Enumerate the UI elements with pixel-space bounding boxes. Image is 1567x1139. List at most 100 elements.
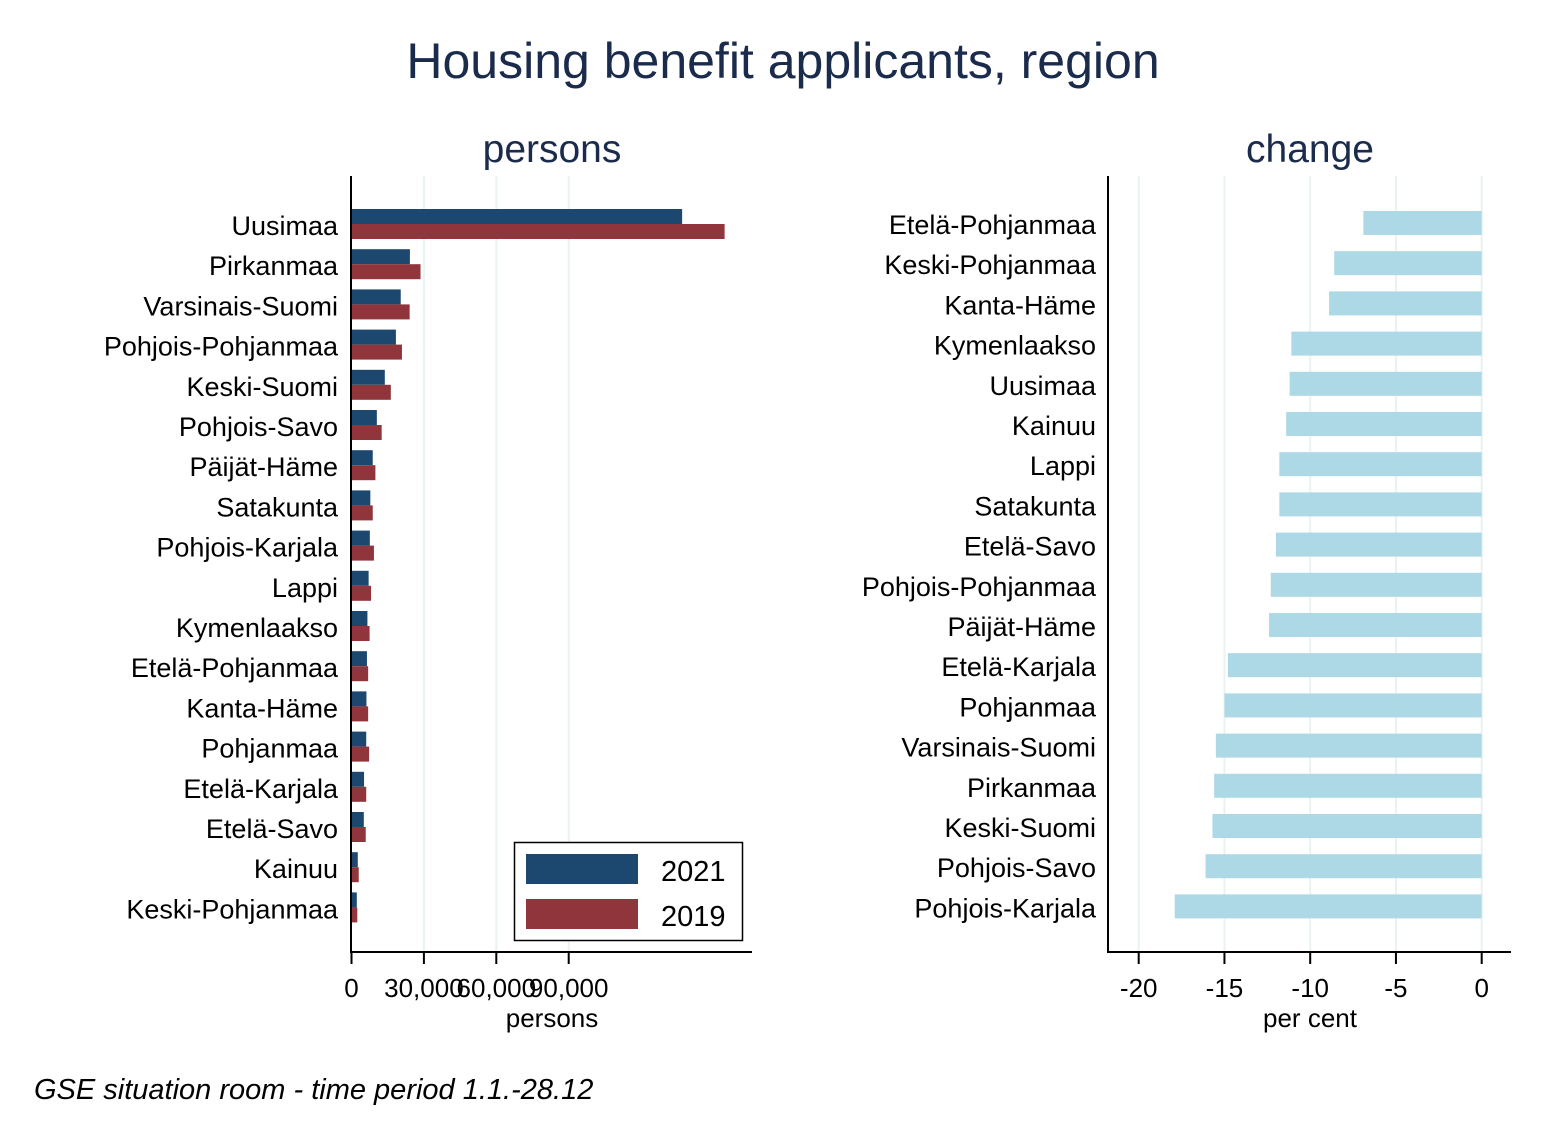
persons-category-label: Uusimaa xyxy=(231,211,339,241)
persons-category-label: Pohjois-Savo xyxy=(179,412,338,442)
persons-category-label: Kainuu xyxy=(254,854,338,884)
persons-bar-2019 xyxy=(351,465,376,481)
persons-panel-title: persons xyxy=(483,128,622,171)
change-x-tick-label: -15 xyxy=(1206,973,1244,1003)
change-category-label: Varsinais-Suomi xyxy=(901,733,1096,763)
change-category-label: Satakunta xyxy=(974,491,1097,521)
persons-x-axis-label: persons xyxy=(506,1003,599,1033)
change-bar xyxy=(1270,572,1482,597)
change-category-label: Etelä-Karjala xyxy=(941,652,1097,682)
persons-bar-2019 xyxy=(351,264,421,280)
change-bar xyxy=(1279,492,1482,517)
persons-category-label: Keski-Pohjanmaa xyxy=(126,894,339,924)
change-bars xyxy=(1174,211,1482,919)
persons-bar-2021 xyxy=(351,570,369,586)
change-category-label: Pohjanmaa xyxy=(959,692,1097,722)
persons-category-label: Pohjanmaa xyxy=(201,734,339,764)
persons-category-labels: Uusimaa Pirkanmaa Varsinais-Suomi Pohjois-P… xyxy=(104,211,339,924)
change-category-label: Pohjois-Savo xyxy=(937,853,1096,883)
persons-x-tick-label: 90,000 xyxy=(529,973,609,1003)
change-bar xyxy=(1212,814,1482,838)
change-bar xyxy=(1215,733,1482,758)
change-category-label: Kainuu xyxy=(1012,411,1096,441)
change-bar xyxy=(1289,371,1482,396)
persons-x-tick-label: 30,000 xyxy=(384,973,464,1003)
change-bar xyxy=(1214,773,1482,798)
change-bar xyxy=(1227,653,1482,678)
change-category-label: Uusimaa xyxy=(989,371,1097,401)
change-x-tick-label: 0 xyxy=(1474,973,1488,1003)
change-bar xyxy=(1275,532,1482,557)
change-category-label: Kanta-Häme xyxy=(944,290,1096,320)
legend-swatch-2019 xyxy=(526,899,638,929)
change-bar xyxy=(1224,693,1482,718)
persons-category-label: Lappi xyxy=(272,573,338,603)
persons-bar-2019 xyxy=(351,666,369,682)
persons-category-label: Keski-Suomi xyxy=(186,372,338,402)
change-category-label: Etelä-Savo xyxy=(964,532,1096,562)
persons-bar-2021 xyxy=(351,812,364,827)
change-bar xyxy=(1279,452,1482,477)
persons-bar-2019 xyxy=(351,304,410,320)
persons-bar-2019 xyxy=(351,907,358,923)
change-bar xyxy=(1286,412,1482,436)
persons-bar-2021 xyxy=(351,892,357,908)
persons-bar-2019 xyxy=(351,425,382,440)
change-bar xyxy=(1291,331,1482,356)
change-bar xyxy=(1269,613,1482,637)
persons-bar-2021 xyxy=(351,651,367,667)
persons-category-label: Kanta-Häme xyxy=(186,693,338,723)
persons-bar-2021 xyxy=(351,369,385,385)
persons-bar-2019 xyxy=(351,827,366,842)
persons-category-label: Pohjois-Pohjanmaa xyxy=(104,332,339,362)
legend: 2021 2019 xyxy=(513,841,744,942)
persons-x-tick-label: 0 xyxy=(344,973,358,1003)
change-x-ticks: -20 -15 -10 -5 0 xyxy=(1120,952,1489,1003)
persons-bar-2019 xyxy=(351,626,370,641)
chart-title: Housing benefit applicants, region xyxy=(406,33,1159,89)
change-x-tick-label: -20 xyxy=(1120,973,1158,1003)
persons-bar-2019 xyxy=(351,786,367,802)
change-category-label: Keski-Suomi xyxy=(944,813,1096,843)
persons-category-label: Satakunta xyxy=(216,492,339,522)
change-bar xyxy=(1205,854,1482,879)
legend-label-2019: 2019 xyxy=(661,901,726,933)
change-category-label: Etelä-Pohjanmaa xyxy=(889,210,1097,240)
persons-bar-2019 xyxy=(351,545,374,561)
legend-label-2021: 2021 xyxy=(661,856,726,888)
source-note: GSE situation room - time period 1.1.-28… xyxy=(34,1074,593,1106)
change-category-label: Lappi xyxy=(1030,451,1096,481)
persons-bar-2021 xyxy=(351,771,365,787)
persons-bar-2021 xyxy=(351,852,358,868)
change-x-tick-label: -5 xyxy=(1384,973,1407,1003)
persons-bar-2019 xyxy=(351,384,391,400)
persons-bar-2019 xyxy=(351,344,402,360)
change-bar xyxy=(1363,211,1482,235)
persons-bar-2021 xyxy=(351,691,367,707)
persons-bar-2019 xyxy=(351,867,359,883)
persons-bar-2021 xyxy=(351,450,373,466)
persons-gridlines xyxy=(422,176,570,951)
persons-bar-2021 xyxy=(351,731,367,747)
persons-bar-2021 xyxy=(351,209,683,224)
change-category-label: Pirkanmaa xyxy=(967,773,1097,803)
change-panel-title: change xyxy=(1246,128,1374,171)
persons-bar-2021 xyxy=(351,329,396,345)
persons-panel: persons Uusimaa Pirkanmaa Varsinais-Suomi P… xyxy=(104,128,752,1033)
persons-x-tick-label: 60,000 xyxy=(457,973,537,1003)
persons-category-label: Kymenlaakso xyxy=(176,613,338,643)
change-x-axis-label: per cent xyxy=(1263,1003,1358,1033)
persons-category-label: Etelä-Savo xyxy=(206,814,338,844)
persons-bar-2019 xyxy=(351,224,725,239)
persons-bar-2019 xyxy=(351,706,369,722)
persons-category-label: Etelä-Karjala xyxy=(183,774,339,804)
persons-bar-2021 xyxy=(351,611,368,626)
persons-bars xyxy=(351,209,725,923)
change-bar xyxy=(1334,251,1482,276)
change-category-label: Päijät-Häme xyxy=(947,612,1096,642)
persons-category-label: Varsinais-Suomi xyxy=(143,291,338,321)
persons-category-label: Pirkanmaa xyxy=(209,251,339,281)
